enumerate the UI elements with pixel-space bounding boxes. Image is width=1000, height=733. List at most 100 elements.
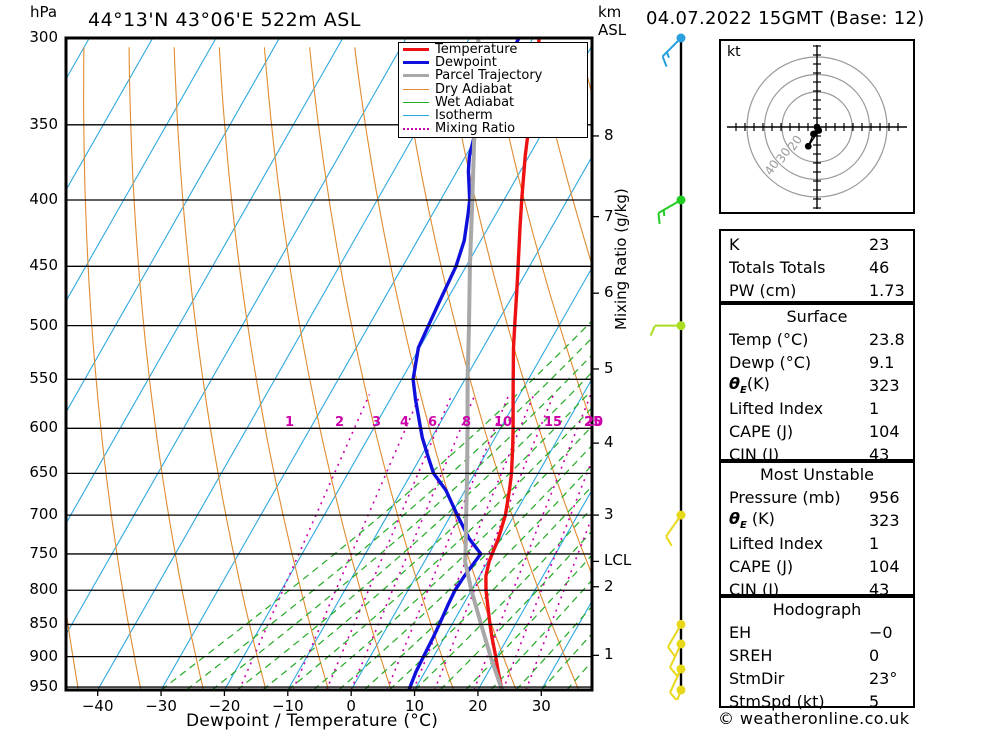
pressure-tick-label: 350 [29,114,58,133]
index-value: 23 [869,235,890,254]
mixing-ratio-value-label: 20 [585,415,604,430]
index-label: CIN (J) [729,445,780,464]
legend-item: Wet Adiabat [399,96,587,109]
altitude-tick-label: 1 [604,645,614,664]
pressure-tick-label: 800 [29,580,58,599]
mixing-ratio-value-label: 15 [544,415,563,430]
index-value: 43 [869,445,890,464]
mixing-ratio-value-label: 3 [372,415,382,430]
index-value: −0 [869,623,893,642]
altitude-tick-label: 8 [604,125,614,144]
legend-swatch-parcel-trajectory [403,74,429,78]
index-row: Lifted Index 1 [721,397,913,420]
skewt-diagram [64,36,599,696]
altitude-tick-label: 4 [604,433,614,452]
altitude-tick-label: 5 [604,358,614,377]
legend: Temperature Dewpoint Parcel Trajectory Dry … [398,42,588,138]
temperature-tick-label: 0 [346,697,356,715]
pressure-tick-label: 750 [29,543,58,562]
index-value: 323 [869,376,900,395]
index-row: θE(K) 323 [721,374,913,397]
index-value: 323 [869,511,900,530]
mixing-ratio-value-label: 6 [428,415,438,430]
legend-item: Temperature [399,43,587,56]
hodograph-stats-panel: Hodograph EH −0 SREH 0 StmDir 23° StmSpd (kt) 5 [719,596,915,711]
temperature-tick-label: −20 [208,697,241,715]
legend-label: Parcel Trajectory [435,68,543,84]
index-row: Lifted Index 1 [721,532,913,555]
pressure-tick-label: 650 [29,463,58,482]
legend-swatch-dewpoint [403,61,429,65]
mixing-ratio-value-label: 2 [335,415,345,430]
temperature-tick-label: 10 [405,697,425,715]
panel-heading: Most Unstable [760,465,874,484]
legend-label: Mixing Ratio [435,121,516,137]
legend-swatch-temperature [403,48,429,52]
index-label: CIN (J) [729,580,780,599]
index-value: 104 [869,422,900,441]
temperature-tick-label: 20 [468,697,488,715]
pressure-tick-label: 850 [29,614,58,633]
index-value: 1.73 [869,281,905,300]
index-label: StmSpd (kt) [729,692,825,711]
surface-indices-panel: Surface Temp (°C) 23.8 Dewp (°C) 9.1 θE(K) 323… [719,303,915,464]
altitude-tick-label: 3 [604,505,614,524]
index-row: Totals Totals 46 [721,256,913,279]
pressure-tick-label: 300 [29,28,58,46]
index-value: 5 [869,692,880,711]
index-value: 23.8 [869,330,905,349]
index-row: StmSpd (kt) 5 [721,690,913,713]
index-row: Dewp (°C) 9.1 [721,351,913,374]
panel-heading: Hodograph [772,600,862,619]
index-row: CIN (J) 43 [721,443,913,466]
index-value: 43 [869,580,890,599]
legend-label: Dewpoint [435,55,497,71]
index-value: 46 [869,258,890,277]
mixing-ratio-value-label: 8 [462,415,472,430]
index-row: Pressure (mb) 956 [721,486,913,509]
index-label: K [729,235,740,254]
mixing-ratio-value-label: 4 [400,415,410,430]
index-label: EH [729,623,752,642]
index-label: Lifted Index [729,399,824,418]
index-row: CAPE (J) 104 [721,555,913,578]
index-row: θE (K) 323 [721,509,913,532]
mixing-ratio-value-label: 1 [285,415,295,430]
copyright-credit: © weatheronline.co.uk [718,709,910,728]
index-value: 1 [869,399,880,418]
legend-label: Wet Adiabat [435,94,515,110]
index-row: Temp (°C) 23.8 [721,328,913,351]
legend-swatch-wet-adiabat [403,101,429,103]
legend-swatch-isotherm [403,115,429,117]
legend-item: Parcel Trajectory [399,69,587,82]
index-value: 0 [869,646,880,665]
index-value: 1 [869,534,880,553]
index-label: Dewp (°C) [729,353,812,372]
index-value: 23° [869,669,898,688]
hodograph-panel: kt 20 30 40 [719,39,915,214]
pressure-tick-label: 950 [29,677,58,696]
pressure-tick-label: 550 [29,369,58,388]
hodograph-unit-label: kt [727,44,741,60]
index-label: PW (cm) [729,281,797,300]
pressure-tick-label: 400 [29,189,58,208]
asl-label: ASL [598,21,627,39]
index-label: θE (K) [729,509,775,532]
lcl-marker-label: LCL [604,551,632,570]
legend-label: Temperature [435,42,518,58]
index-label: Lifted Index [729,534,824,553]
wind-barb-column [649,33,686,700]
pressure-tick-label: 600 [29,418,58,437]
altitude-tick-label: 6 [604,283,614,302]
index-row: StmDir 23° [721,667,913,690]
datetime-header: 04.07.2022 15GMT (Base: 12) [646,8,925,29]
legend-item: Mixing Ratio [399,122,587,135]
index-label: CAPE (J) [729,557,794,576]
temperature-tick-label: −40 [81,697,114,715]
index-row: PW (cm) 1.73 [721,279,913,302]
temperature-tick-label: −30 [145,697,177,715]
altitude-tick-label: 7 [604,206,614,225]
index-row: EH −0 [721,621,913,644]
legend-item: Dewpoint [399,56,587,69]
index-row: K 23 [721,233,913,256]
